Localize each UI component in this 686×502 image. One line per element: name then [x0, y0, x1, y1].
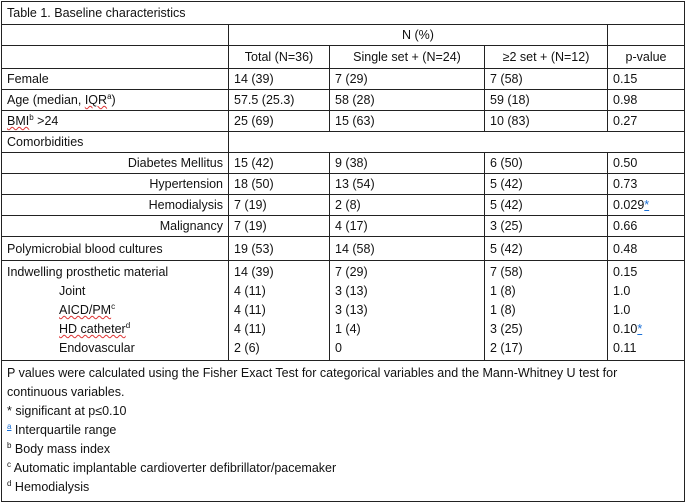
table-title: Table 1. Baseline characteristics — [0, 1, 686, 25]
table-row: Hypertension 18 (50) 13 (54) 5 (42) 0.73 — [1, 173, 686, 195]
table-row: Diabetes Mellitus 15 (42) 9 (38) 6 (50) 0.50 — [1, 152, 686, 174]
footnote-d: d Hemodialysis — [7, 478, 90, 494]
footnote-significance: * significant at p≤0.10 — [7, 404, 127, 418]
significance-footnote-link[interactable]: * — [644, 198, 650, 212]
footnote-methods: P values were calculated using the Fishe… — [7, 366, 618, 399]
col-single-set: Single set + (N=24) — [329, 45, 485, 69]
table-row: Age (median, IQRa) 57.5 (25.3) 58 (28) 59 (… — [1, 89, 686, 111]
col-p-value: p-value — [606, 45, 686, 69]
footnote-c: c Automatic implantable cardioverter def… — [7, 459, 337, 475]
table-row: Comorbidities — [1, 131, 686, 153]
table-row: Malignancy 7 (19) 4 (17) 3 (25) 0.66 — [1, 215, 686, 237]
footnote-a: a Interquartile range — [7, 421, 117, 437]
footnote-b: b Body mass index — [7, 440, 111, 456]
table-row: Hemodialysis 7 (19) 2 (8) 5 (42) 0.029* — [1, 194, 686, 216]
col-total: Total (N=36) — [228, 45, 330, 69]
group-header: N (%) — [228, 24, 608, 46]
col-two-plus-set: ≥2 set + (N=12) — [484, 45, 608, 69]
table-row: Polymicrobial blood cultures 19 (53) 14 (5… — [1, 236, 686, 261]
table-row-indwelling: Indwelling prosthetic material Joint AIC… — [1, 260, 686, 361]
footnotes: P values were calculated using the Fishe… — [0, 360, 686, 502]
table-row: Female 14 (39) 7 (29) 7 (58) 0.15 — [1, 68, 686, 90]
table-row: BMIb >24 25 (69) 15 (63) 10 (83) 0.27 — [1, 110, 686, 132]
significance-footnote-link[interactable]: * — [637, 322, 643, 336]
